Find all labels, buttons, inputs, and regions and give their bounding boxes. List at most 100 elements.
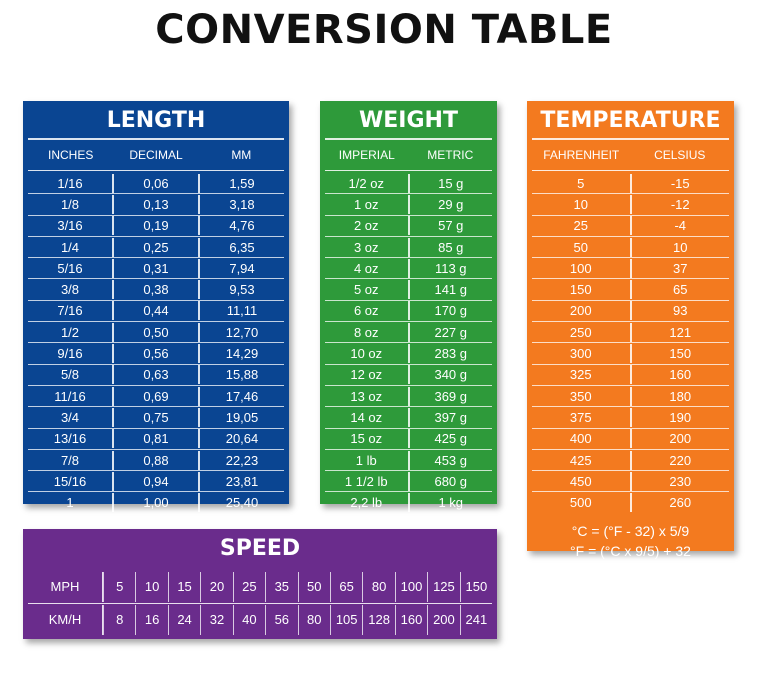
table-cell: 190 bbox=[629, 407, 730, 427]
table-cell: 25,40 bbox=[198, 493, 284, 513]
speed-cell: 15 bbox=[167, 572, 200, 602]
table-cell: 1 lb bbox=[355, 452, 377, 468]
table-cell: 5/8 bbox=[60, 367, 80, 383]
table-row: 3/8 0,38 9,53 bbox=[28, 278, 284, 300]
table-cell: 15 g bbox=[407, 173, 493, 193]
table-cell: 4,76 bbox=[198, 216, 284, 236]
table-cell: 85 g bbox=[407, 237, 493, 257]
table-row: 11/16 0,69 17,46 bbox=[28, 384, 284, 406]
table-cell: 7/16 bbox=[57, 303, 83, 319]
table-row: 250 121 bbox=[532, 321, 729, 342]
table-cell: 200 bbox=[629, 429, 730, 449]
table-row: 150 65 bbox=[532, 278, 729, 300]
table-cell: 0,69 bbox=[112, 386, 198, 406]
table-cell: 453 g bbox=[407, 450, 493, 470]
speed-row: MPH 5 10 15 20 25 35 50 65 80 100 125 150 bbox=[28, 571, 492, 603]
speed-cell: 65 bbox=[329, 572, 362, 602]
table-row: 4 oz 113 g bbox=[325, 257, 492, 278]
table-cell: 23,81 bbox=[198, 471, 284, 491]
divider bbox=[532, 170, 729, 171]
table-cell: 425 g bbox=[407, 429, 493, 449]
table-cell: 17,46 bbox=[198, 386, 284, 406]
length-rows: 1/16 0,06 1,59 1/8 0,13 3,18 3/16 0,19 4,76 1/4 0,… bbox=[28, 173, 284, 513]
speed-cell: 40 bbox=[232, 605, 265, 635]
table-cell: 3/8 bbox=[60, 282, 80, 298]
speed-cell: 125 bbox=[427, 572, 459, 602]
speed-cell: 50 bbox=[297, 572, 330, 602]
speed-cell: 10 bbox=[135, 572, 167, 602]
table-cell: 0,50 bbox=[112, 322, 198, 342]
table-cell: 0,06 bbox=[112, 173, 198, 193]
table-cell: 1/2 oz bbox=[348, 175, 384, 191]
table-cell: 10 bbox=[629, 237, 730, 257]
table-cell: 5 bbox=[577, 175, 585, 191]
table-cell: 8 oz bbox=[353, 324, 379, 340]
table-cell: 325 bbox=[569, 367, 592, 383]
temperature-formulas: °C = (°F - 32) x 5/9 °F = (°C x 9/5) + 3… bbox=[527, 521, 734, 561]
table-row: 8 oz 227 g bbox=[325, 321, 492, 342]
table-cell: 300 bbox=[569, 346, 592, 362]
table-row: 1/2 0,50 12,70 bbox=[28, 321, 284, 342]
speed-cell: 105 bbox=[329, 605, 362, 635]
table-cell: 2 oz bbox=[353, 218, 379, 234]
table-cell: 13 oz bbox=[350, 388, 383, 404]
table-row: 3 oz 85 g bbox=[325, 235, 493, 257]
table-cell: 1/8 bbox=[60, 196, 80, 212]
table-cell: 1,59 bbox=[198, 173, 284, 193]
table-row: 6 oz 170 g bbox=[325, 299, 492, 321]
table-row: 200 93 bbox=[532, 299, 729, 321]
column-header: IMPERIAL bbox=[338, 148, 395, 162]
table-row: 450 230 bbox=[532, 470, 729, 491]
table-cell: -4 bbox=[629, 216, 730, 236]
table-row: 400 200 bbox=[532, 427, 730, 449]
speed-cell: 200 bbox=[427, 605, 459, 635]
speed-cell: 160 bbox=[394, 605, 427, 635]
table-cell: 0,19 bbox=[112, 216, 198, 236]
table-cell: 150 bbox=[569, 282, 592, 298]
table-cell: 227 g bbox=[407, 322, 493, 342]
speed-cell: 150 bbox=[459, 572, 492, 602]
column-header: CELSIUS bbox=[654, 148, 706, 162]
table-row: 500 260 bbox=[532, 491, 729, 513]
table-cell: 250 bbox=[569, 324, 592, 340]
table-cell: 29 g bbox=[407, 194, 493, 214]
table-cell: 1/4 bbox=[60, 239, 80, 255]
table-cell: 15 oz bbox=[350, 431, 383, 447]
table-cell: 283 g bbox=[407, 344, 493, 364]
temperature-title: TEMPERATURE bbox=[540, 108, 721, 133]
table-row: 10 oz 283 g bbox=[325, 342, 493, 364]
table-cell: 1,00 bbox=[112, 493, 198, 513]
table-cell: 180 bbox=[629, 386, 730, 406]
table-row: 2 oz 57 g bbox=[325, 214, 492, 236]
table-cell: 12,70 bbox=[198, 322, 284, 342]
divider bbox=[28, 170, 284, 171]
table-cell: 375 bbox=[569, 409, 592, 425]
table-cell: 0,44 bbox=[112, 301, 198, 321]
table-row: 1 lb 453 g bbox=[325, 448, 493, 470]
speed-title: SPEED bbox=[219, 536, 301, 561]
table-cell: 7/8 bbox=[60, 452, 80, 468]
table-cell: 3/4 bbox=[60, 409, 80, 425]
table-cell: 13/16 bbox=[53, 431, 87, 447]
table-row: 9/16 0,56 14,29 bbox=[28, 342, 284, 364]
temperature-column-headers: FAHRENHEIT CELSIUS bbox=[532, 140, 729, 170]
column-header: MM bbox=[231, 148, 252, 162]
table-cell: 0,56 bbox=[112, 344, 198, 364]
speed-cell: 24 bbox=[167, 605, 200, 635]
table-cell: 50 bbox=[573, 239, 588, 255]
table-cell: 1/16 bbox=[57, 175, 83, 191]
celsius-formula: °C = (°F - 32) x 5/9 bbox=[571, 522, 690, 539]
speed-cell: 80 bbox=[362, 572, 394, 602]
table-cell: 14,29 bbox=[198, 344, 284, 364]
table-row: 2,2 lb 1 kg bbox=[325, 491, 492, 513]
speed-cell: 16 bbox=[135, 605, 167, 635]
speed-cell: 56 bbox=[265, 605, 297, 635]
table-cell: 0,94 bbox=[112, 471, 198, 491]
table-cell: 1/2 bbox=[60, 324, 80, 340]
table-cell: 37 bbox=[629, 258, 730, 278]
table-row: 3/16 0,19 4,76 bbox=[28, 214, 284, 236]
speed-cell: 5 bbox=[103, 572, 135, 602]
column-header: INCHES bbox=[47, 148, 94, 162]
table-row: 5/16 0,31 7,94 bbox=[28, 257, 284, 278]
table-cell: 0,13 bbox=[112, 194, 198, 214]
